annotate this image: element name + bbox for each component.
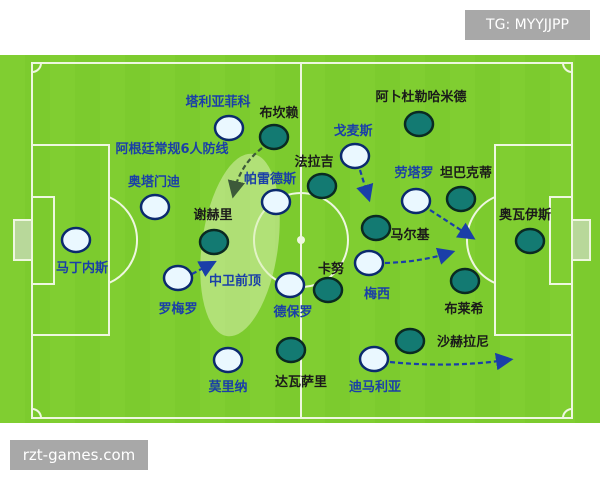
saudi-player-name: 坦巴克蒂 [440, 165, 492, 181]
saudi-player-marker [445, 185, 477, 213]
saudi-player-marker [198, 228, 230, 256]
argentina-player-marker [274, 271, 306, 299]
saudi-player-marker [394, 327, 426, 355]
saudi-player-name: 谢赫里 [193, 207, 232, 223]
argentina-player-marker [339, 142, 371, 170]
saudi-player-marker [312, 276, 344, 304]
argentina-player-name: 莫里纳 [207, 379, 247, 395]
argentina-player-marker [260, 188, 292, 216]
argentina-player-marker [60, 226, 92, 254]
argentina-player-marker [213, 114, 245, 142]
defense-line-label: 阿根廷常规6人防线 [115, 141, 228, 157]
saudi-player-marker [306, 172, 338, 200]
saudi-player-name: 达瓦萨里 [275, 374, 327, 390]
right-goal [571, 219, 591, 261]
movement-arrow [384, 247, 456, 265]
saudi-player-name: 布坎赖 [259, 105, 298, 121]
saudi-player-marker [258, 123, 290, 151]
saudi-player-name: 奥瓦伊斯 [499, 207, 551, 223]
movement-arrow [389, 352, 514, 371]
movement-arrow [356, 169, 374, 203]
saudi-player-marker [275, 336, 307, 364]
saudi-player-marker [403, 110, 435, 138]
argentina-player-marker [139, 193, 171, 221]
argentina-player-name: 劳塔罗 [394, 165, 433, 181]
saudi-player-marker [514, 227, 546, 255]
left-goal [13, 219, 33, 261]
saudi-player-marker [449, 267, 481, 295]
argentina-player-marker [353, 249, 385, 277]
movement-arrow [191, 260, 217, 277]
argentina-player-name: 梅西 [364, 286, 390, 302]
saudi-player-name: 沙赫拉尼 [437, 334, 489, 350]
argentina-player-marker [162, 264, 194, 292]
argentina-player-name: 德保罗 [273, 304, 312, 320]
argentina-player-name: 罗梅罗 [158, 301, 197, 317]
saudi-player-name: 法拉吉 [294, 154, 333, 170]
argentina-player-marker [358, 345, 390, 373]
cb-push-label: 中卫前顶 [209, 273, 261, 289]
argentina-player-name: 塔利亚菲科 [185, 94, 250, 110]
saudi-player-name: 马尔基 [390, 227, 430, 243]
watermark-top: TG: MYYJJPP [465, 10, 590, 40]
saudi-player-name: 布莱希 [444, 301, 483, 317]
argentina-player-marker [212, 346, 244, 374]
argentina-player-marker [400, 187, 432, 215]
argentina-player-name: 迪马利亚 [349, 379, 401, 395]
saudi-player-marker [360, 214, 392, 242]
argentina-player-name: 奥塔门迪 [128, 174, 180, 190]
saudi-player-name: 卡努 [318, 261, 344, 277]
highlight-zone [200, 153, 280, 337]
argentina-player-name: 马丁内斯 [56, 260, 108, 276]
argentina-player-name: 戈麦斯 [333, 123, 372, 139]
movement-arrow [227, 147, 263, 199]
watermark-bottom: rzt-games.com [10, 440, 148, 470]
saudi-player-name: 阿卜杜勒哈米德 [375, 89, 466, 105]
argentina-player-name: 帕雷德斯 [244, 171, 296, 187]
